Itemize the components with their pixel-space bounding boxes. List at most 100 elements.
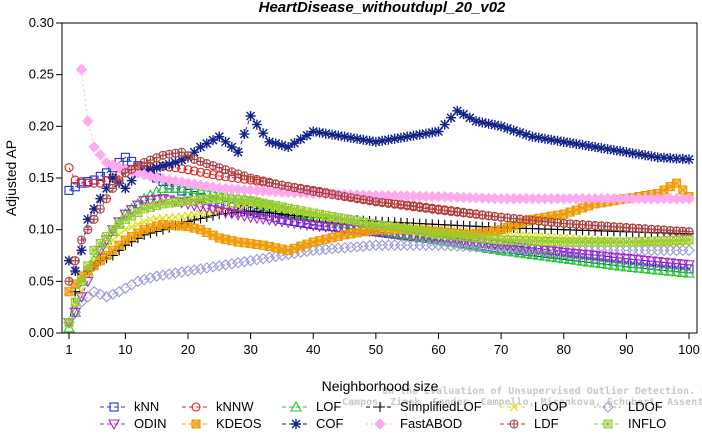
data-point-star-box <box>133 207 143 217</box>
data-point-star-box <box>402 224 412 234</box>
data-point-diamond <box>351 240 363 253</box>
data-point-diamond-filled <box>94 148 107 161</box>
data-point-star <box>352 133 363 144</box>
data-point-diamond <box>319 243 332 256</box>
data-point-star <box>640 150 651 161</box>
data-point-circle <box>195 167 206 177</box>
data-point-star <box>195 142 206 152</box>
data-point-circle-plus <box>102 194 112 204</box>
data-point-circle <box>189 166 199 176</box>
data-point-circle-plus <box>76 235 87 245</box>
data-point-triangle-down <box>639 255 652 267</box>
data-point-circle <box>191 402 201 412</box>
data-point-star <box>226 142 237 152</box>
data-point-triangle <box>582 255 595 267</box>
data-point-star-box <box>377 220 387 230</box>
data-point-star <box>402 131 413 142</box>
data-point-diamond <box>75 296 88 308</box>
data-point-square <box>577 253 588 263</box>
x-tick-label: 60 <box>431 342 445 357</box>
data-point-star <box>377 135 388 146</box>
data-point-star <box>70 266 81 276</box>
data-point-square <box>584 253 594 263</box>
x-tick-label: 1 <box>65 342 72 357</box>
data-point-circle <box>95 178 105 188</box>
legend-label: INFLO <box>628 416 666 431</box>
data-point-diamond-filled <box>88 141 100 153</box>
data-point-triangle <box>438 234 451 246</box>
data-point-diamond <box>88 285 100 298</box>
data-point-star-box <box>415 226 425 236</box>
data-point-triangle <box>539 249 551 261</box>
data-point-triangle-down <box>676 259 689 271</box>
y-tick-label: 0.30 <box>29 15 54 30</box>
data-point-star-box <box>95 238 105 248</box>
legend-label: FastABOD <box>400 416 462 431</box>
x-tick-label: 10 <box>118 342 132 357</box>
data-point-circle <box>76 177 87 187</box>
data-point-star <box>414 129 425 140</box>
data-point-star <box>627 148 638 159</box>
data-point-triangle <box>595 257 608 269</box>
data-point-star <box>658 152 669 163</box>
data-point-star-box <box>177 196 187 207</box>
legend-item-knnw: kNNW <box>182 399 254 414</box>
data-point-triangle-down <box>144 195 157 207</box>
data-point-star <box>539 133 550 144</box>
data-point-diamond <box>119 282 132 295</box>
data-point-star <box>602 144 613 155</box>
data-point-star-box <box>484 234 494 244</box>
data-point-star <box>471 116 482 127</box>
data-point-star <box>82 214 93 225</box>
data-point-star <box>358 134 369 145</box>
data-point-triangle-down <box>570 249 583 260</box>
data-point-star-box <box>371 219 381 230</box>
data-point-triangle <box>576 254 589 266</box>
legend-item-loop: LoOP <box>500 399 567 414</box>
data-point-square <box>571 252 581 262</box>
data-point-star <box>189 147 200 158</box>
data-point-triangle <box>626 261 639 273</box>
x-axis: 1 10 20 30 40 50 60 70 80 90 100 <box>65 333 700 357</box>
data-point-star <box>621 147 632 158</box>
data-point-diamond <box>602 401 614 413</box>
data-point-triangle <box>526 248 539 260</box>
data-point-square <box>559 250 569 261</box>
data-point-triangle-down <box>582 250 595 262</box>
data-point-diamond <box>144 272 157 284</box>
data-point-star <box>383 134 394 145</box>
data-point-circle-plus <box>684 227 694 237</box>
data-point-star <box>276 140 287 151</box>
data-point-triangle-down <box>589 250 601 262</box>
series-ldf <box>64 147 694 286</box>
data-point-star-box <box>139 204 149 214</box>
data-point-star <box>464 112 475 123</box>
x-tick-label: 100 <box>678 342 700 357</box>
data-point-triangle <box>676 266 689 277</box>
data-point-star-box <box>465 232 475 242</box>
data-point-triangle <box>545 250 558 262</box>
data-point-star-box <box>421 227 431 237</box>
data-point-star <box>608 145 619 156</box>
data-point-triangle <box>551 251 564 263</box>
data-point-triangle <box>651 263 664 275</box>
data-point-diamond <box>100 291 113 303</box>
x-tick-label: 50 <box>369 342 383 357</box>
legend-label: KDEOS <box>216 416 262 431</box>
data-point-plus <box>251 206 262 217</box>
data-point-plus <box>258 207 269 218</box>
data-point-star-box <box>64 318 74 328</box>
data-point-star-box <box>120 214 130 224</box>
series-cof <box>64 105 694 276</box>
data-point-star-box <box>89 245 99 255</box>
data-point-x <box>509 402 519 412</box>
data-point-square <box>653 261 663 271</box>
data-point-circle-plus <box>509 419 519 429</box>
x-tick-label: 80 <box>557 342 571 357</box>
data-point-diamond <box>213 260 226 272</box>
data-point-diamond <box>200 262 213 274</box>
data-point-plus <box>245 206 256 217</box>
data-point-diamond <box>207 261 219 273</box>
data-point-triangle <box>670 265 683 277</box>
